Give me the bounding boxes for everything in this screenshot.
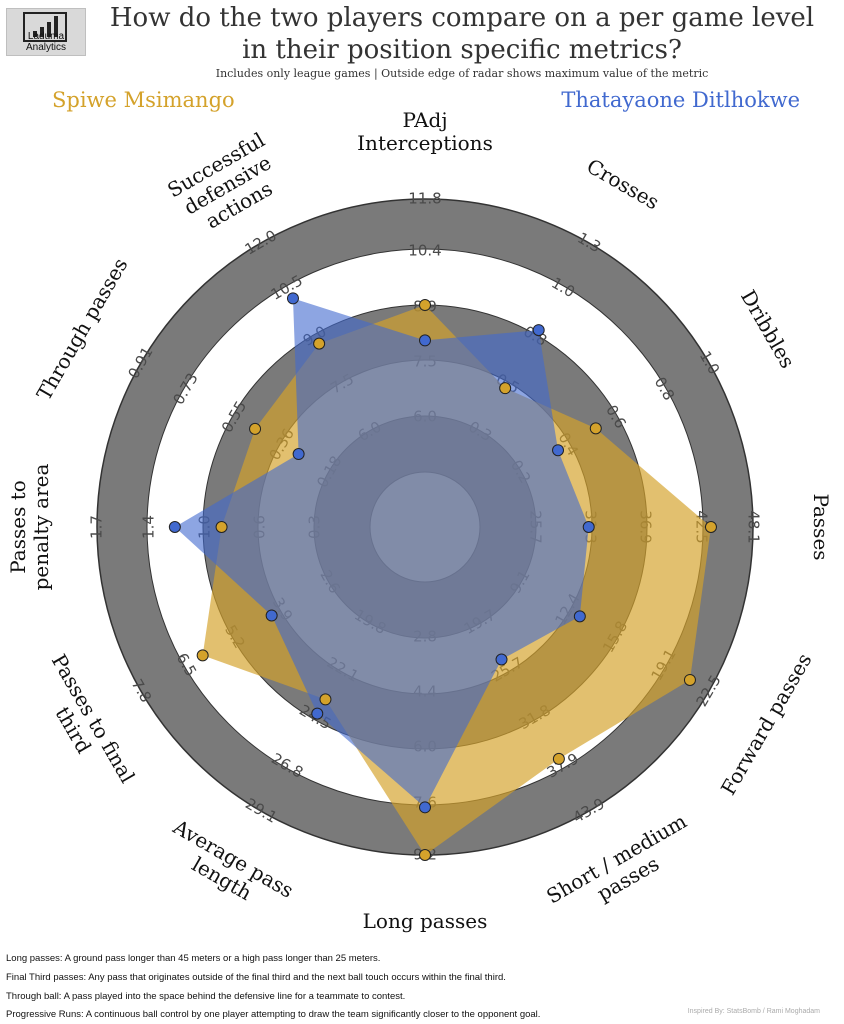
note-final-third: Final Third passes: Any pass that origin… — [6, 972, 506, 983]
tick-label-9-4: 1.7 — [88, 515, 106, 539]
series-0-point-1 — [499, 382, 512, 395]
series-1-point-8 — [265, 609, 278, 622]
series-0-point-7 — [319, 693, 332, 706]
series-0-point-3 — [704, 521, 717, 533]
axis-label-5: Short / mediumpasses — [542, 809, 702, 928]
series-1-point-4 — [573, 610, 586, 623]
series-1-point-7 — [311, 707, 324, 720]
player1-legend: Spiwe Msimango — [52, 88, 235, 112]
series-1-point-9 — [168, 521, 181, 533]
axis-label-11: Successfuldefensiveactions — [163, 128, 292, 243]
series-1-point-10 — [292, 448, 305, 461]
series-area-1 — [174, 298, 589, 808]
axis-label-6: Long passes — [363, 909, 488, 933]
bar-chart-icon — [23, 12, 67, 42]
axis-label-2: Dribbles — [736, 286, 800, 373]
series-0-point-6 — [419, 849, 431, 861]
axis-label-8: Passes to finalthird — [27, 650, 140, 799]
series-1-point-3 — [582, 521, 595, 533]
axis-label-4: Forward passes — [716, 649, 817, 799]
series-0-point-0 — [419, 299, 431, 312]
series-0-point-10 — [249, 422, 262, 435]
axis-label-9: Passes topenalty area — [6, 464, 53, 591]
axis-label-10: Through passes — [32, 254, 133, 405]
chart-title: How do the two players compare on a per … — [109, 3, 815, 65]
chart-subtitle: Includes only league games | Outside edg… — [215, 67, 709, 80]
series-0-point-9 — [215, 521, 228, 533]
series-0-point-8 — [196, 649, 209, 662]
axis-label-7: Average passlength — [157, 814, 298, 922]
logo-text: Laduma Analytics — [25, 31, 66, 53]
axis-label-0: PAdj Interceptions — [357, 108, 493, 155]
series-0-point-2 — [589, 422, 602, 435]
series-0-point-5 — [552, 752, 565, 765]
laduma-logo: Laduma Analytics — [6, 8, 86, 56]
player2-legend: Thatayaone Ditlhokwe — [561, 88, 800, 112]
series-0-point-4 — [683, 673, 696, 686]
series-1-point-5 — [495, 653, 508, 666]
note-through-ball: Through ball: A pass played into the spa… — [6, 991, 406, 1002]
credit: Inspired By: StatsBomb / Rami Moghadam — [687, 1008, 820, 1015]
series-1-point-2 — [552, 444, 565, 457]
series-1-point-0 — [419, 334, 431, 347]
tick-label-3-4: 48.1 — [745, 510, 763, 543]
axis-label-1: Crosses — [583, 154, 664, 215]
note-progressive-runs: Progressive Runs: A continuous ball cont… — [6, 1009, 541, 1020]
series-0-point-11 — [313, 337, 326, 350]
axis-label-3: Passes — [809, 493, 833, 560]
tick-label-0-4: 11.8 — [408, 190, 441, 208]
tick-label-0-3: 10.4 — [408, 242, 441, 260]
series-1-point-1 — [532, 324, 545, 337]
note-long-passes: Long passes: A ground pass longer than 4… — [6, 953, 381, 964]
series-1-point-6 — [419, 801, 431, 814]
series-1-point-11 — [286, 292, 299, 305]
tick-label-9-3: 1.4 — [140, 515, 158, 539]
